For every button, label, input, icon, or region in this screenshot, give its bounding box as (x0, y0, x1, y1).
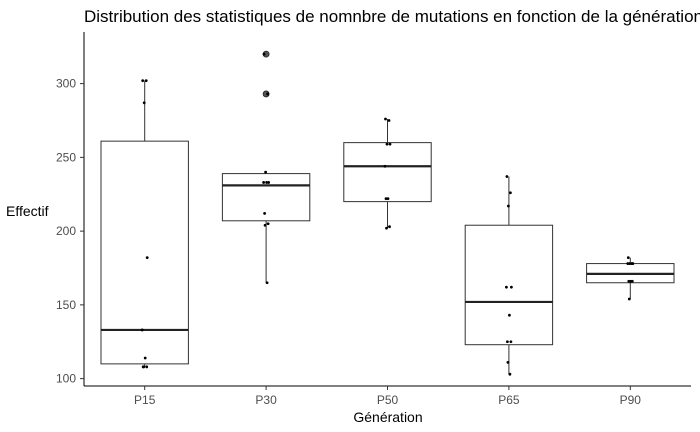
data-point (384, 197, 388, 201)
data-point (140, 328, 144, 332)
data-point (263, 223, 267, 227)
y-tick-label: 250 (56, 150, 76, 164)
data-point (627, 297, 631, 301)
y-tick-label: 300 (56, 77, 76, 91)
y-axis-title: Effectif (6, 203, 49, 219)
data-point (626, 256, 630, 260)
data-point (506, 340, 509, 344)
y-tick-label: 100 (56, 372, 76, 386)
data-point (505, 175, 509, 178)
data-point (265, 181, 268, 184)
data-point (384, 117, 387, 121)
data-point (266, 92, 269, 96)
data-point (627, 279, 631, 283)
data-point (385, 142, 389, 146)
data-point (387, 119, 391, 122)
x-tick-label: P65 (498, 393, 520, 407)
data-point (510, 285, 513, 289)
box-P15 (100, 140, 189, 365)
data-point (265, 281, 269, 285)
data-point (385, 226, 388, 230)
y-tick-label: 200 (56, 224, 76, 238)
data-point (507, 204, 510, 208)
data-point (142, 365, 146, 369)
data-point (264, 170, 267, 174)
data-point (145, 256, 149, 260)
x-tick-label: P30 (255, 393, 277, 407)
box-P50 (343, 142, 432, 203)
x-tick-label: P15 (134, 393, 156, 407)
data-point (144, 79, 148, 83)
x-tick-label: P90 (620, 393, 642, 407)
data-point (143, 356, 147, 360)
data-point (630, 279, 634, 283)
data-point (262, 52, 266, 56)
data-point (267, 181, 270, 184)
x-axis-title: Génération (353, 409, 422, 425)
chart-title: Distribution des statistiques de nomnbre… (84, 7, 700, 26)
data-point (262, 181, 265, 184)
data-point (628, 262, 632, 265)
data-point (142, 101, 146, 105)
data-point (508, 313, 511, 317)
data-point (141, 79, 145, 83)
data-point (506, 361, 510, 364)
data-point (509, 191, 512, 195)
data-point (631, 262, 635, 265)
data-point (145, 365, 149, 369)
data-point (266, 222, 270, 226)
y-tick-label: 150 (56, 298, 76, 312)
box-P65 (464, 224, 554, 346)
data-point (505, 285, 508, 289)
box-P30 (221, 173, 311, 222)
data-point (383, 164, 387, 168)
data-point (388, 142, 392, 146)
data-point (626, 262, 630, 265)
data-point (386, 197, 390, 201)
x-tick-label: P50 (377, 393, 399, 407)
data-point (509, 340, 513, 344)
outlier-point (262, 90, 270, 98)
data-point (388, 225, 391, 229)
data-point (263, 212, 266, 215)
data-point (508, 372, 512, 376)
